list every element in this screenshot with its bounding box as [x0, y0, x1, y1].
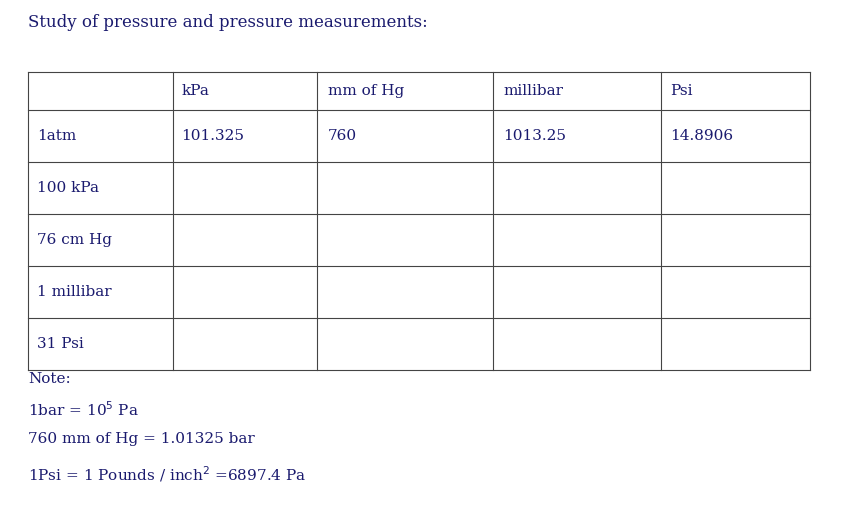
- Text: 760 mm of Hg = 1.01325 bar: 760 mm of Hg = 1.01325 bar: [28, 432, 255, 446]
- Text: 76 cm Hg: 76 cm Hg: [36, 233, 111, 247]
- Text: mm of Hg: mm of Hg: [328, 84, 404, 98]
- Text: 100 kPa: 100 kPa: [36, 181, 99, 195]
- Text: 101.325: 101.325: [181, 129, 245, 143]
- Text: 760: 760: [328, 129, 357, 143]
- Text: millibar: millibar: [503, 84, 564, 98]
- Text: Psi: Psi: [670, 84, 693, 98]
- Text: 14.8906: 14.8906: [670, 129, 733, 143]
- Text: 1Psi = 1 Pounds / inch$^{2}$ =6897.4 Pa: 1Psi = 1 Pounds / inch$^{2}$ =6897.4 Pa: [28, 464, 306, 484]
- Text: 1 millibar: 1 millibar: [36, 285, 111, 299]
- Text: 1013.25: 1013.25: [503, 129, 566, 143]
- Text: 1bar = 10$^{5}$ Pa: 1bar = 10$^{5}$ Pa: [28, 400, 138, 419]
- Text: 1atm: 1atm: [36, 129, 76, 143]
- Text: 31 Psi: 31 Psi: [36, 337, 84, 351]
- Text: Study of pressure and pressure measurements:: Study of pressure and pressure measureme…: [28, 14, 428, 31]
- Text: Note:: Note:: [28, 372, 71, 386]
- Text: kPa: kPa: [181, 84, 209, 98]
